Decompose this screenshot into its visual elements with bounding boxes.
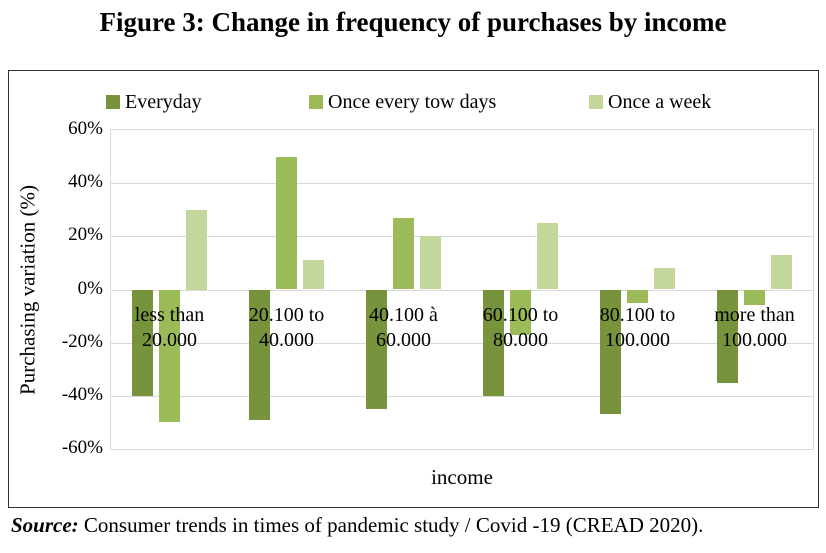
bar-once-every-tow-days bbox=[276, 156, 297, 290]
bar-everyday bbox=[132, 289, 153, 396]
legend-item: Once a week bbox=[589, 89, 711, 115]
bar-everyday bbox=[366, 289, 387, 410]
legend-item: Once every tow days bbox=[309, 89, 496, 115]
x-category-label: 80.100 to 100.000 bbox=[599, 303, 676, 351]
x-category-label: 40.100 à 60.000 bbox=[369, 303, 438, 351]
gridline bbox=[111, 236, 813, 238]
y-axis-tick-label: -60% bbox=[61, 437, 103, 458]
x-category-label: less than 20.000 bbox=[134, 303, 205, 351]
y-axis-tick-label: 20% bbox=[68, 224, 103, 246]
y-axis-tick-label: -40% bbox=[61, 383, 103, 405]
x-category-label: more than 100.000 bbox=[714, 303, 795, 351]
legend-swatch-icon bbox=[309, 95, 323, 109]
x-category-label: 20.100 to 40.000 bbox=[248, 303, 325, 351]
y-axis-tick-label: 0% bbox=[77, 277, 103, 299]
bar-once-a-week bbox=[537, 223, 558, 290]
figure-title: Figure 3: Change in frequency of purchas… bbox=[99, 7, 727, 37]
bar-once-every-tow-days bbox=[510, 289, 531, 335]
gridline bbox=[111, 289, 813, 291]
bar-everyday bbox=[600, 289, 621, 415]
bar-once-a-week bbox=[303, 260, 324, 290]
plot-area: less than 20.000 20.100 to 40.000 40.100 à… bbox=[110, 129, 814, 450]
bar-everyday bbox=[717, 289, 738, 383]
bar-everyday bbox=[483, 289, 504, 396]
y-axis-ticks: 60% 40% 20% 0% -20% -40% -60% bbox=[9, 118, 103, 458]
legend-swatch-icon bbox=[589, 95, 603, 109]
gridline bbox=[111, 395, 813, 397]
legend-item-label: Once every tow days bbox=[328, 90, 497, 113]
x-axis-title: income bbox=[431, 465, 493, 489]
y-axis-tick-label: 60% bbox=[68, 118, 103, 139]
source-text: Consumer trends in times of pandemic stu… bbox=[78, 513, 704, 537]
bar-once-a-week bbox=[186, 209, 207, 290]
bar-once-every-tow-days bbox=[744, 289, 765, 306]
source-label: Source: bbox=[11, 513, 79, 537]
bar-everyday bbox=[249, 289, 270, 420]
bar-once-a-week bbox=[771, 254, 792, 290]
bar-once-a-week bbox=[420, 236, 441, 290]
bar-once-every-tow-days bbox=[159, 289, 180, 423]
chart-area: Everyday Once every tow days Once a week P… bbox=[8, 70, 819, 508]
y-axis-tick-label: 40% bbox=[68, 171, 103, 193]
y-axis-tick-label: -20% bbox=[61, 330, 103, 352]
bar-once-every-tow-days bbox=[627, 289, 648, 303]
source-note: Source: Consumer trends in times of pand… bbox=[11, 513, 703, 538]
legend-item-label: Once a week bbox=[608, 90, 712, 113]
legend-swatch-icon bbox=[106, 95, 120, 109]
gridline bbox=[111, 342, 813, 344]
bar-once-every-tow-days bbox=[393, 217, 414, 290]
legend-item-label: Everyday bbox=[125, 90, 202, 113]
legend-item: Everyday bbox=[106, 89, 202, 115]
x-category-label: 60.100 to 80.000 bbox=[482, 303, 559, 351]
gridline bbox=[111, 183, 813, 185]
bar-once-a-week bbox=[654, 268, 675, 290]
